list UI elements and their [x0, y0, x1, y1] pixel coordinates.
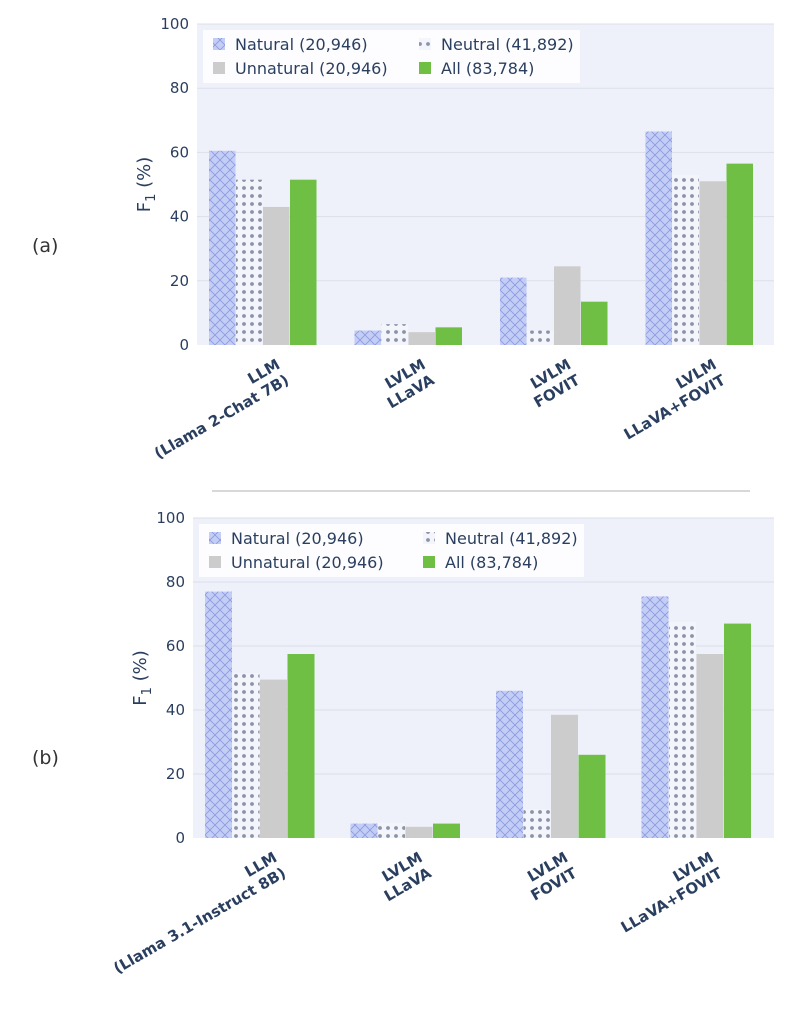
neutral-swatch-icon [423, 532, 435, 544]
bar-neutral-2 [378, 822, 405, 838]
legend-label: Unnatural (20,946) [231, 553, 384, 572]
bar-all-2 [433, 823, 460, 838]
neutral-swatch-icon [419, 38, 431, 50]
y-tick-label: 40 [170, 208, 189, 226]
natural-swatch-icon [213, 38, 225, 50]
category-label: LVLMFOVIT [519, 848, 581, 905]
category-label: LVLMLLaVA+FOVIT [609, 848, 726, 937]
legend-item-all: All (83,784) [423, 553, 538, 572]
bar-unnatural-4 [699, 181, 726, 345]
bar-neutral-3 [523, 809, 551, 838]
bar-neutral-3 [527, 330, 554, 345]
bar-neutral-4 [669, 622, 696, 838]
x-category-labels-a: LLM(Llama 2-Chat 7B) LVLMLLaVA LVLMFOVIT LV… [142, 355, 729, 462]
bar-natural-3 [496, 690, 523, 838]
legend-label: All (83,784) [441, 59, 534, 78]
bar-natural-2 [354, 330, 381, 345]
legend-item-neutral: Neutral (41,892) [419, 35, 574, 54]
all-swatch-icon [423, 556, 435, 568]
bar-all-2 [435, 327, 462, 345]
category-label: LVLMFOVIT [522, 355, 584, 412]
y-tick-label: 60 [166, 637, 185, 655]
legend-item-unnatural: Unnatural (20,946) [213, 59, 388, 78]
y-tick-label: 0 [175, 829, 185, 847]
bar-natural-1 [205, 591, 232, 838]
bar-unnatural-4 [696, 654, 724, 838]
category-label: LLM(Llama 2-Chat 7B) [142, 355, 292, 462]
y-tick-labels-a: 0 20 40 60 80 100 [160, 15, 189, 354]
legend-box [199, 524, 584, 577]
legend-b: Natural (20,946) Neutral (41,892) Unnatura… [199, 524, 584, 577]
bar-natural-4 [641, 596, 669, 838]
bar-neutral-1 [232, 673, 260, 838]
bar-neutral-2 [381, 324, 408, 345]
legend-label: Neutral (41,892) [441, 35, 574, 54]
y-tick-label: 0 [179, 336, 189, 354]
bars-b [205, 591, 751, 838]
all-swatch-icon [419, 62, 431, 74]
y-tick-label: 100 [160, 15, 189, 33]
bar-all-1 [290, 179, 317, 345]
bars-a [209, 131, 753, 345]
y-tick-label: 100 [156, 509, 185, 527]
bar-all-4 [726, 163, 753, 345]
category-label: LVLMLLaVA+FOVIT [612, 355, 729, 444]
y-tick-label: 20 [166, 765, 185, 783]
bar-natural-4 [645, 131, 672, 345]
panel-label-a: (a) [32, 235, 58, 257]
legend-item-natural: Natural (20,946) [213, 35, 368, 54]
legend-label: Neutral (41,892) [445, 529, 578, 548]
bar-unnatural-2 [405, 826, 433, 838]
chart-panel-a: 0 20 40 60 80 100 LLM(Llama 2-Chat 7B) LVLMLLa… [32, 15, 774, 463]
legend-item-neutral: Neutral (41,892) [423, 529, 578, 548]
legend-item-all: All (83,784) [419, 59, 534, 78]
bar-all-1 [287, 654, 315, 838]
category-label: LVLMLLaVA [375, 355, 438, 412]
bar-neutral-1 [236, 179, 263, 345]
unnatural-swatch-icon [209, 556, 221, 568]
category-label: LVLMLLaVA [372, 848, 435, 905]
bar-unnatural-2 [408, 332, 435, 345]
bar-unnatural-3 [554, 266, 581, 345]
legend-box [203, 30, 580, 83]
y-tick-label: 60 [170, 143, 189, 161]
y-tick-labels-b: 0 20 40 60 80 100 [156, 509, 185, 847]
legend-label: Unnatural (20,946) [235, 59, 388, 78]
bar-unnatural-1 [263, 206, 290, 345]
bar-natural-3 [500, 277, 527, 345]
bar-unnatural-1 [260, 679, 287, 838]
legend-label: Natural (20,946) [235, 35, 368, 54]
category-label: LLM(Llama 3.1-Instruct 8B) [101, 848, 289, 977]
y-axis-label-a: F1 (%) [134, 157, 159, 213]
unnatural-swatch-icon [213, 62, 225, 74]
legend-label: All (83,784) [445, 553, 538, 572]
y-tick-label: 80 [166, 573, 185, 591]
legend-item-unnatural: Unnatural (20,946) [209, 553, 384, 572]
bar-natural-1 [209, 150, 236, 345]
x-category-labels-b: LLM(Llama 3.1-Instruct 8B) LVLMLLaVA LVLMF… [101, 848, 726, 977]
legend-item-natural: Natural (20,946) [209, 529, 364, 548]
y-tick-label: 20 [170, 272, 189, 290]
bar-all-3 [581, 301, 608, 345]
y-tick-label: 80 [170, 79, 189, 97]
bar-all-4 [724, 623, 751, 838]
bar-neutral-4 [672, 174, 699, 345]
y-axis-label-b: F1 (%) [130, 650, 155, 706]
legend-label: Natural (20,946) [231, 529, 364, 548]
natural-swatch-icon [209, 532, 221, 544]
legend-a: Natural (20,946) Neutral (41,892) Unnatura… [203, 30, 580, 83]
panel-label-b: (b) [32, 747, 59, 769]
bar-unnatural-3 [551, 714, 578, 838]
bar-natural-2 [350, 823, 378, 838]
bar-all-3 [578, 754, 606, 838]
y-tick-label: 40 [166, 701, 185, 719]
